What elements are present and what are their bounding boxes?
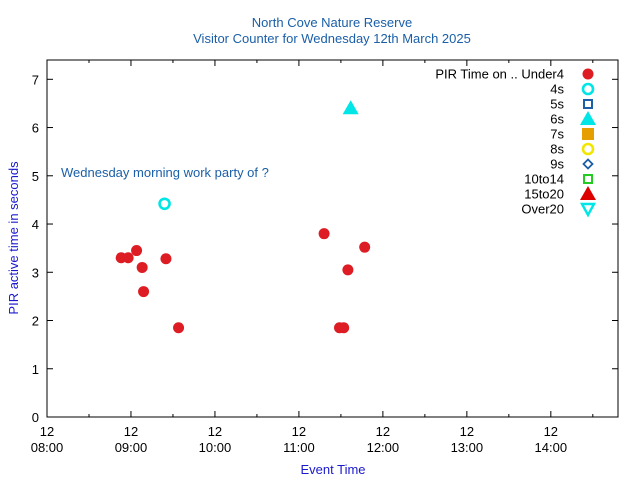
legend-label-9s: 9s — [550, 157, 564, 172]
legend-marker-5s — [583, 99, 593, 109]
legend-marker-8s — [581, 142, 595, 156]
x-tick-label: 12:00 — [367, 440, 400, 455]
legend-label-15to20: 15to20 — [524, 187, 564, 202]
x-tick-day: 12 — [376, 424, 390, 439]
x-tick-label: 09:00 — [115, 440, 148, 455]
y-axis: 0 1 2 3 4 5 6 7 — [32, 72, 618, 425]
x-tick-day: 12 — [292, 424, 306, 439]
legend: PIR Time on .. Under44s5s6s7s8s9s10to141… — [435, 67, 597, 218]
y-tick-label: 0 — [32, 410, 39, 425]
data-point-under4 — [359, 241, 371, 253]
legend-marker-under4 — [582, 68, 594, 80]
x-tick-label: 13:00 — [451, 440, 484, 455]
data-point-under4 — [136, 261, 148, 273]
legend-label-5s: 5s — [550, 97, 564, 112]
legend-marker-6s — [580, 111, 596, 125]
data-point-under4 — [122, 252, 134, 264]
legend-label-under4: PIR Time on .. Under4 — [435, 67, 564, 82]
x-axis-label: Event Time — [300, 462, 365, 477]
y-tick-label: 5 — [32, 169, 39, 184]
data-point-under4 — [318, 228, 330, 240]
x-tick-label: 11:00 — [283, 440, 315, 455]
x-tick-day: 12 — [124, 424, 138, 439]
chart-title: North Cove Nature Reserve — [252, 15, 412, 30]
legend-label-4s: 4s — [550, 82, 564, 97]
x-tick-label: 08:00 — [31, 440, 64, 455]
x-tick-day: 12 — [544, 424, 558, 439]
y-tick-label: 7 — [32, 72, 39, 87]
data-point-6s — [342, 100, 359, 115]
legend-marker-7s — [582, 128, 594, 140]
data-point-under4 — [160, 253, 172, 265]
x-tick-day: 12 — [460, 424, 474, 439]
data-point-under4 — [173, 322, 185, 334]
data-point-under4 — [131, 245, 143, 257]
y-tick-label: 6 — [32, 121, 39, 136]
x-tick-label: 14:00 — [535, 440, 568, 455]
x-tick-day: 12 — [208, 424, 222, 439]
data-point-4s — [158, 197, 171, 211]
data-point-under4 — [342, 264, 354, 276]
legend-label-7s: 7s — [550, 127, 564, 142]
legend-marker-4s — [581, 82, 595, 96]
y-tick-label: 1 — [32, 362, 39, 377]
legend-marker-9s — [582, 158, 594, 170]
legend-label-6s: 6s — [550, 112, 564, 127]
y-tick-label: 4 — [32, 217, 39, 232]
legend-marker-15to20 — [580, 186, 596, 200]
data-point-under4 — [138, 286, 150, 298]
legend-label-10to14: 10to14 — [524, 172, 564, 187]
x-axis: 1208:001209:001210:001211:001212:001213:… — [31, 60, 594, 455]
data-points — [115, 100, 371, 334]
legend-marker-10to14 — [583, 174, 593, 184]
x-tick-label: 10:00 — [199, 440, 232, 455]
x-tick-day: 12 — [40, 424, 54, 439]
legend-label-8s: 8s — [550, 142, 564, 157]
y-tick-label: 2 — [32, 314, 39, 329]
legend-label-over20: Over20 — [521, 202, 564, 217]
annotation: Wednesday morning work party of ? — [61, 165, 269, 180]
y-tick-label: 3 — [32, 265, 39, 280]
legend-marker-over20 — [579, 202, 597, 218]
chart-subtitle: Visitor Counter for Wednesday 12th March… — [193, 31, 471, 46]
data-point-under4 — [338, 322, 350, 334]
y-axis-label: PIR active time in seconds — [6, 161, 21, 315]
plot-frame — [46, 59, 619, 418]
